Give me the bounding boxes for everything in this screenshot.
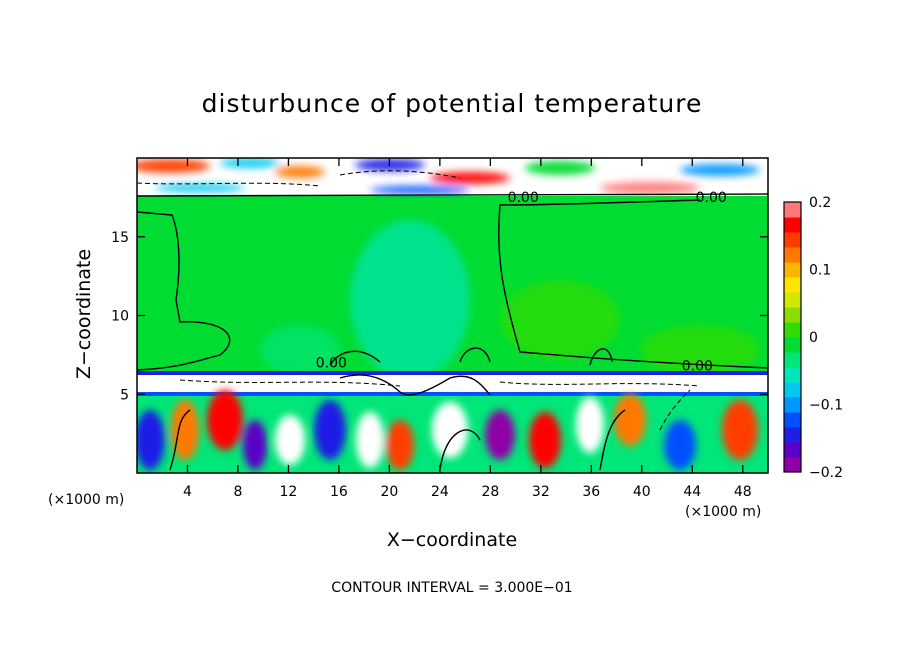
y-axis-label: Z−coordinate <box>73 249 95 379</box>
x-tick-label: 8 <box>233 484 242 500</box>
colorbar-swatch <box>784 367 801 383</box>
contour-label: 0.00 <box>682 359 713 375</box>
colorbar-swatch <box>784 457 801 473</box>
contour-label: 0.00 <box>508 190 539 206</box>
colorbar-frame <box>783 201 802 473</box>
y-tick-label: 10 <box>111 309 129 325</box>
x-tick-label: 28 <box>481 484 499 500</box>
chart-title: disturbunce of potential temperature <box>202 89 703 118</box>
contour-label: 0.00 <box>696 190 727 206</box>
colorbar <box>783 201 802 473</box>
x-tick-label: 48 <box>734 484 752 500</box>
x-tick-label: 16 <box>330 484 348 500</box>
colorbar-swatch <box>784 262 801 278</box>
colorbar-swatch <box>784 232 801 248</box>
colorbar-swatch <box>784 397 801 413</box>
x-tick-label: 44 <box>683 484 701 500</box>
colorbar-swatch <box>784 427 801 443</box>
x-tick-label: 20 <box>380 484 398 500</box>
x-tick-label: 40 <box>633 484 651 500</box>
colorbar-swatch <box>784 382 801 398</box>
colorbar-swatch <box>784 202 801 218</box>
colorbar-tick-label: 0.2 <box>809 195 831 211</box>
colorbar-swatch <box>784 442 801 458</box>
colorbar-swatch <box>784 322 801 338</box>
colorbar-tick-label: 0 <box>809 330 818 346</box>
colorbar-swatch <box>784 292 801 308</box>
x-tick-label: 24 <box>431 484 449 500</box>
colorbar-tick-label: −0.1 <box>809 398 843 414</box>
y-tick-label: 15 <box>111 230 129 246</box>
colorbar-tick-label: −0.2 <box>809 465 843 481</box>
x-tick-label: 12 <box>280 484 298 500</box>
x-tick-label: 36 <box>582 484 600 500</box>
plot-area <box>137 158 768 473</box>
colorbar-swatch <box>784 352 801 368</box>
x-tick-label: 32 <box>532 484 550 500</box>
colorbar-swatch <box>784 337 801 353</box>
colorbar-tick-label: 0.1 <box>809 263 831 279</box>
colorbar-swatch <box>784 412 801 428</box>
contour-label: 0.00 <box>316 355 347 371</box>
colorbar-swatch <box>784 217 801 233</box>
colorbar-swatch <box>784 247 801 263</box>
y-tick-label: 5 <box>120 387 129 403</box>
x-unit-left: (×1000 m) <box>48 492 124 508</box>
contour-interval-note: CONTOUR INTERVAL = 3.000E−01 <box>331 580 572 596</box>
x-unit-right: (×1000 m) <box>685 504 761 520</box>
x-axis-label: X−coordinate <box>387 529 517 551</box>
x-tick-label: 4 <box>183 484 192 500</box>
colorbar-swatch <box>784 277 801 293</box>
colorbar-swatch <box>784 307 801 323</box>
